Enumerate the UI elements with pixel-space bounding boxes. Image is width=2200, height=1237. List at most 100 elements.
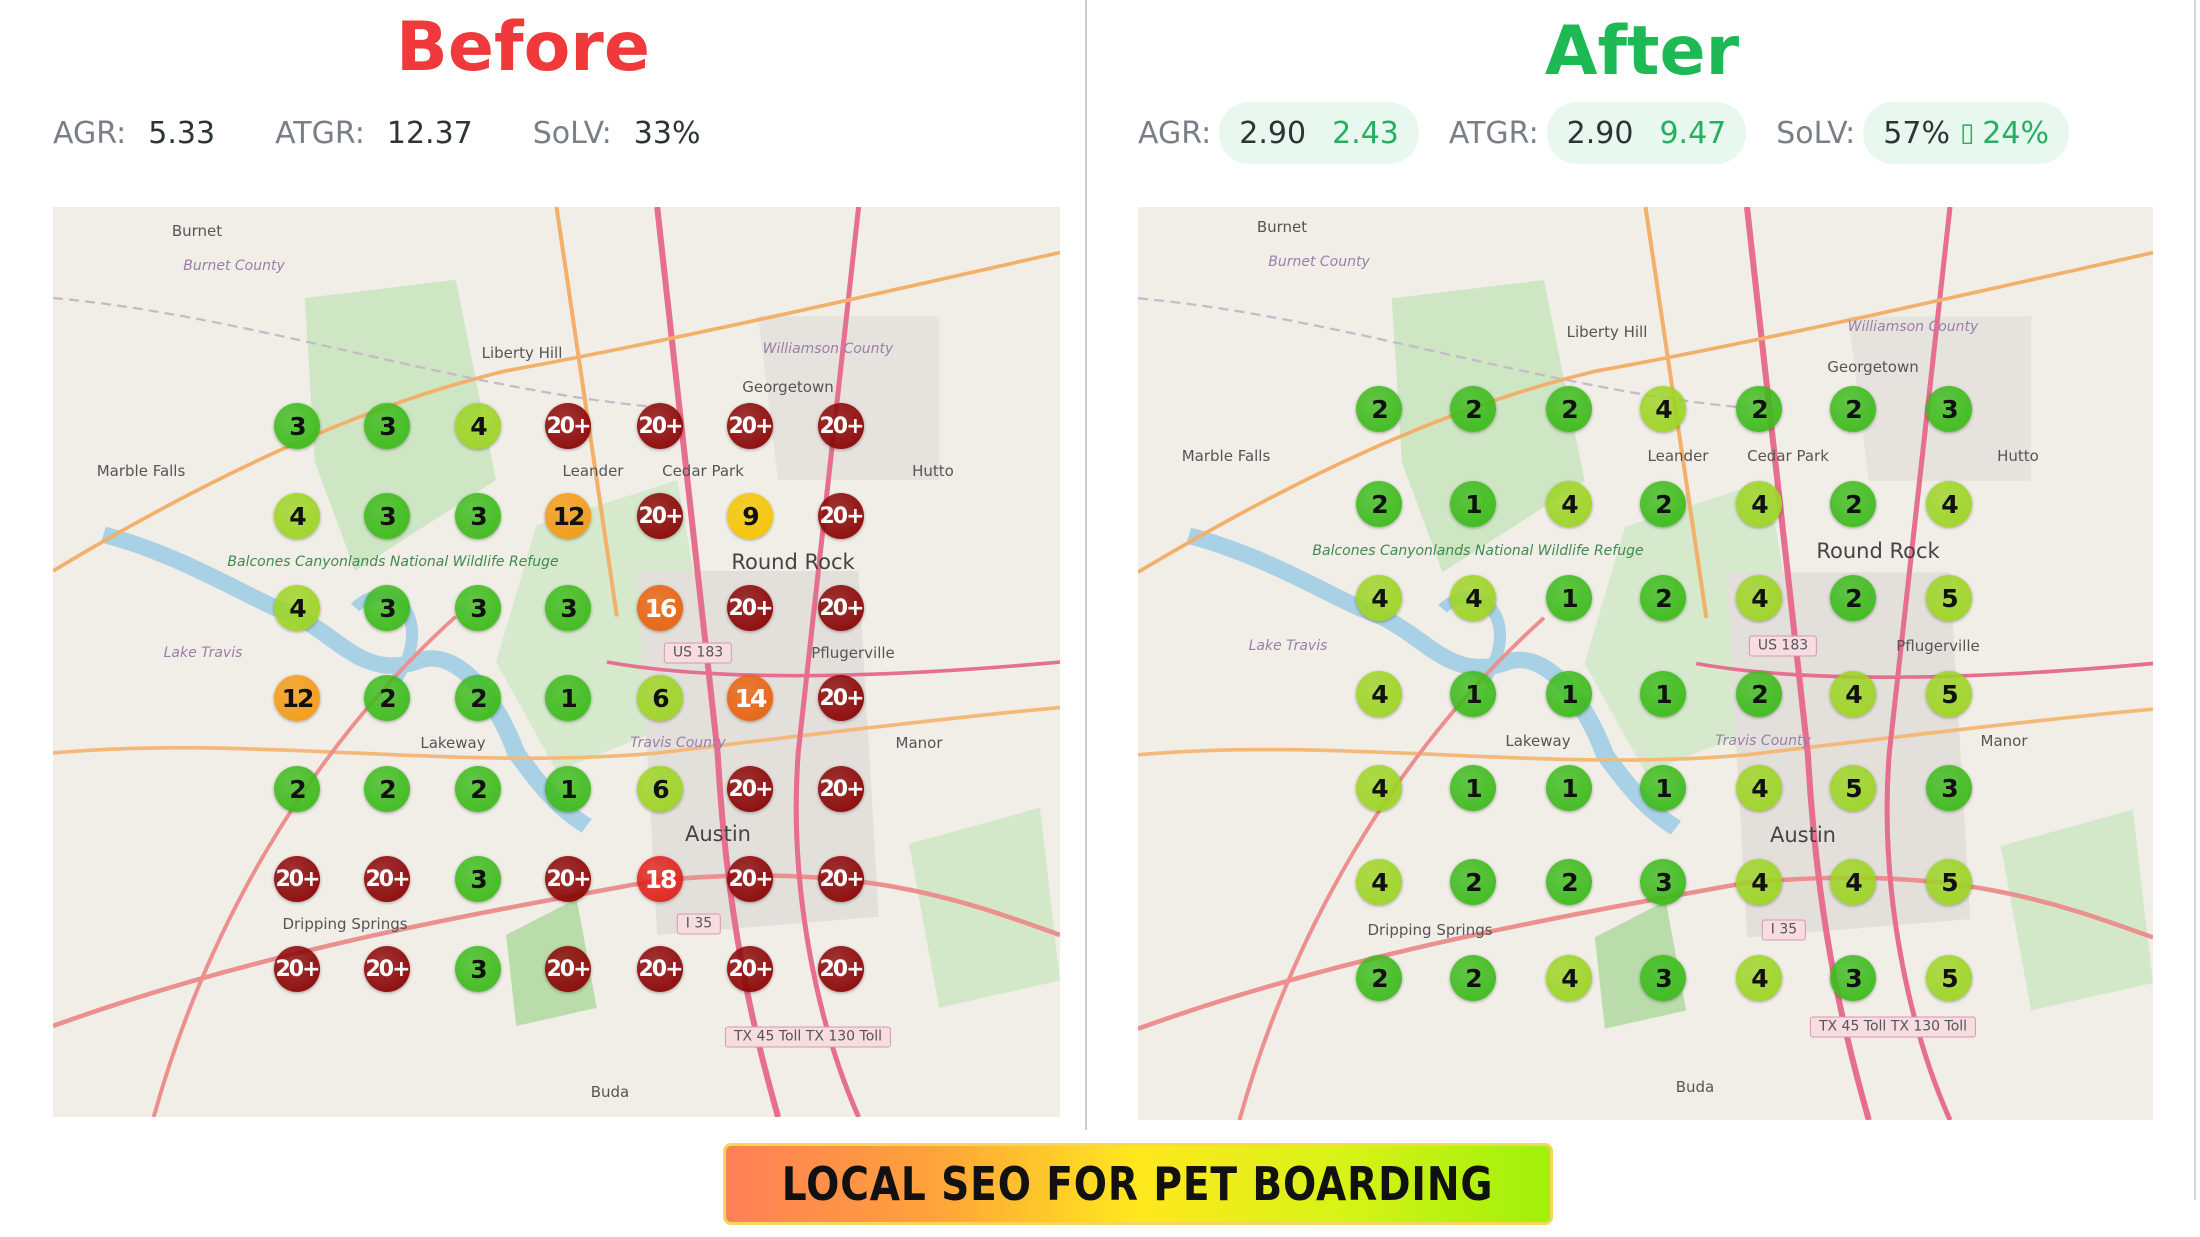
rank-pin[interactable]: 4 <box>1736 481 1782 527</box>
rank-pin[interactable]: 20+ <box>818 766 865 812</box>
rank-pin[interactable]: 20+ <box>727 766 774 812</box>
rank-pin[interactable]: 20+ <box>818 856 865 902</box>
rank-pin[interactable]: 2 <box>1830 481 1876 527</box>
rank-pin[interactable]: 4 <box>1736 575 1782 621</box>
rank-pin[interactable]: 6 <box>637 766 683 812</box>
rank-pin[interactable]: 18 <box>637 856 683 902</box>
rank-pin[interactable]: 16 <box>637 585 683 631</box>
rank-pin[interactable]: 20+ <box>637 493 684 539</box>
rank-pin[interactable]: 2 <box>274 766 320 812</box>
rank-pin[interactable]: 2 <box>1546 386 1592 432</box>
rank-pin[interactable]: 4 <box>1640 386 1686 432</box>
rank-pin[interactable]: 3 <box>1640 955 1686 1001</box>
rank-pin[interactable]: 2 <box>1450 386 1496 432</box>
rank-pin[interactable]: 2 <box>455 675 501 721</box>
rank-pin[interactable]: 5 <box>1926 859 1972 905</box>
rank-pin[interactable]: 2 <box>1830 575 1876 621</box>
rank-pin[interactable]: 20+ <box>545 856 592 902</box>
rank-pin[interactable]: 3 <box>364 493 410 539</box>
rank-pin[interactable]: 1 <box>1450 671 1496 717</box>
rank-pin[interactable]: 20+ <box>545 946 592 992</box>
rank-pin[interactable]: 20+ <box>818 493 865 539</box>
rank-pin[interactable]: 2 <box>364 766 410 812</box>
rank-pin[interactable]: 4 <box>1830 859 1876 905</box>
rank-pin[interactable]: 20+ <box>818 675 865 721</box>
rank-pin[interactable]: 3 <box>455 946 501 992</box>
rank-pin[interactable]: 20+ <box>818 403 865 449</box>
rank-pin[interactable]: 2 <box>1736 671 1782 717</box>
rank-pin[interactable]: 4 <box>1546 481 1592 527</box>
rank-pin[interactable]: 3 <box>364 585 410 631</box>
rank-pin[interactable]: 20+ <box>727 403 774 449</box>
rank-pin[interactable]: 1 <box>1546 671 1592 717</box>
rank-pin[interactable]: 20+ <box>364 856 411 902</box>
rank-pin[interactable]: 3 <box>1830 955 1876 1001</box>
rank-pin[interactable]: 20+ <box>274 946 321 992</box>
rank-pin[interactable]: 1 <box>1450 765 1496 811</box>
rank-pin[interactable]: 3 <box>364 403 410 449</box>
rank-pin[interactable]: 4 <box>1546 955 1592 1001</box>
rank-pin[interactable]: 20+ <box>637 403 684 449</box>
rank-pin[interactable]: 1 <box>1546 575 1592 621</box>
rank-pin[interactable]: 4 <box>1830 671 1876 717</box>
rank-pin[interactable]: 4 <box>274 493 320 539</box>
rank-pin[interactable]: 2 <box>1356 386 1402 432</box>
rank-pin[interactable]: 3 <box>455 585 501 631</box>
rank-pin[interactable]: 3 <box>1926 765 1972 811</box>
rank-pin[interactable]: 1 <box>545 675 591 721</box>
rank-pin[interactable]: 5 <box>1926 671 1972 717</box>
rank-pin[interactable]: 3 <box>545 585 591 631</box>
rank-pin[interactable]: 3 <box>455 856 501 902</box>
rank-pin[interactable]: 20+ <box>727 585 774 631</box>
rank-pin[interactable]: 4 <box>1736 765 1782 811</box>
rank-pin[interactable]: 20+ <box>364 946 411 992</box>
rank-pin[interactable]: 2 <box>364 675 410 721</box>
rank-pin[interactable]: 4 <box>1356 671 1402 717</box>
rank-pin[interactable]: 1 <box>1640 671 1686 717</box>
rank-pin[interactable]: 6 <box>637 675 683 721</box>
rank-pin[interactable]: 5 <box>1830 765 1876 811</box>
rank-pin[interactable]: 12 <box>545 493 591 539</box>
rank-pin[interactable]: 20+ <box>545 403 592 449</box>
rank-pin[interactable]: 4 <box>1356 859 1402 905</box>
rank-pin[interactable]: 2 <box>455 766 501 812</box>
rank-pin[interactable]: 2 <box>1356 955 1402 1001</box>
rank-pin[interactable]: 1 <box>1640 765 1686 811</box>
rank-pin[interactable]: 20+ <box>637 946 684 992</box>
rank-pin[interactable]: 9 <box>727 493 773 539</box>
rank-pin[interactable]: 12 <box>274 675 320 721</box>
rank-pin[interactable]: 20+ <box>818 946 865 992</box>
rank-pin[interactable]: 4 <box>274 585 320 631</box>
rank-pin[interactable]: 5 <box>1926 575 1972 621</box>
rank-pin[interactable]: 2 <box>1640 575 1686 621</box>
rank-pin[interactable]: 20+ <box>727 946 774 992</box>
rank-pin[interactable]: 4 <box>1356 765 1402 811</box>
rank-pin[interactable]: 2 <box>1830 386 1876 432</box>
rank-pin[interactable]: 14 <box>727 675 773 721</box>
rank-pin[interactable]: 2 <box>1450 859 1496 905</box>
rank-pin[interactable]: 4 <box>1450 575 1496 621</box>
rank-pin[interactable]: 3 <box>1926 386 1972 432</box>
rank-pin[interactable]: 20+ <box>727 856 774 902</box>
rank-pin[interactable]: 4 <box>1356 575 1402 621</box>
rank-pin[interactable]: 20+ <box>818 585 865 631</box>
rank-pin[interactable]: 2 <box>1736 386 1782 432</box>
rank-pin[interactable]: 4 <box>1926 481 1972 527</box>
rank-pin[interactable]: 4 <box>455 403 501 449</box>
rank-pin[interactable]: 4 <box>1736 955 1782 1001</box>
rank-pin[interactable]: 2 <box>1356 481 1402 527</box>
rank-pin[interactable]: 3 <box>274 403 320 449</box>
rank-pin[interactable]: 3 <box>1640 859 1686 905</box>
rank-pin[interactable]: 1 <box>545 766 591 812</box>
rank-pin[interactable]: 3 <box>455 493 501 539</box>
atgr-label: ATGR: <box>1448 115 1539 151</box>
rank-pin[interactable]: 4 <box>1736 859 1782 905</box>
rank-pin[interactable]: 1 <box>1546 765 1592 811</box>
after-title: After <box>1544 12 1740 91</box>
rank-pin[interactable]: 20+ <box>274 856 321 902</box>
rank-pin[interactable]: 2 <box>1450 955 1496 1001</box>
rank-pin[interactable]: 5 <box>1926 955 1972 1001</box>
rank-pin[interactable]: 2 <box>1640 481 1686 527</box>
rank-pin[interactable]: 1 <box>1450 481 1496 527</box>
rank-pin[interactable]: 2 <box>1546 859 1592 905</box>
